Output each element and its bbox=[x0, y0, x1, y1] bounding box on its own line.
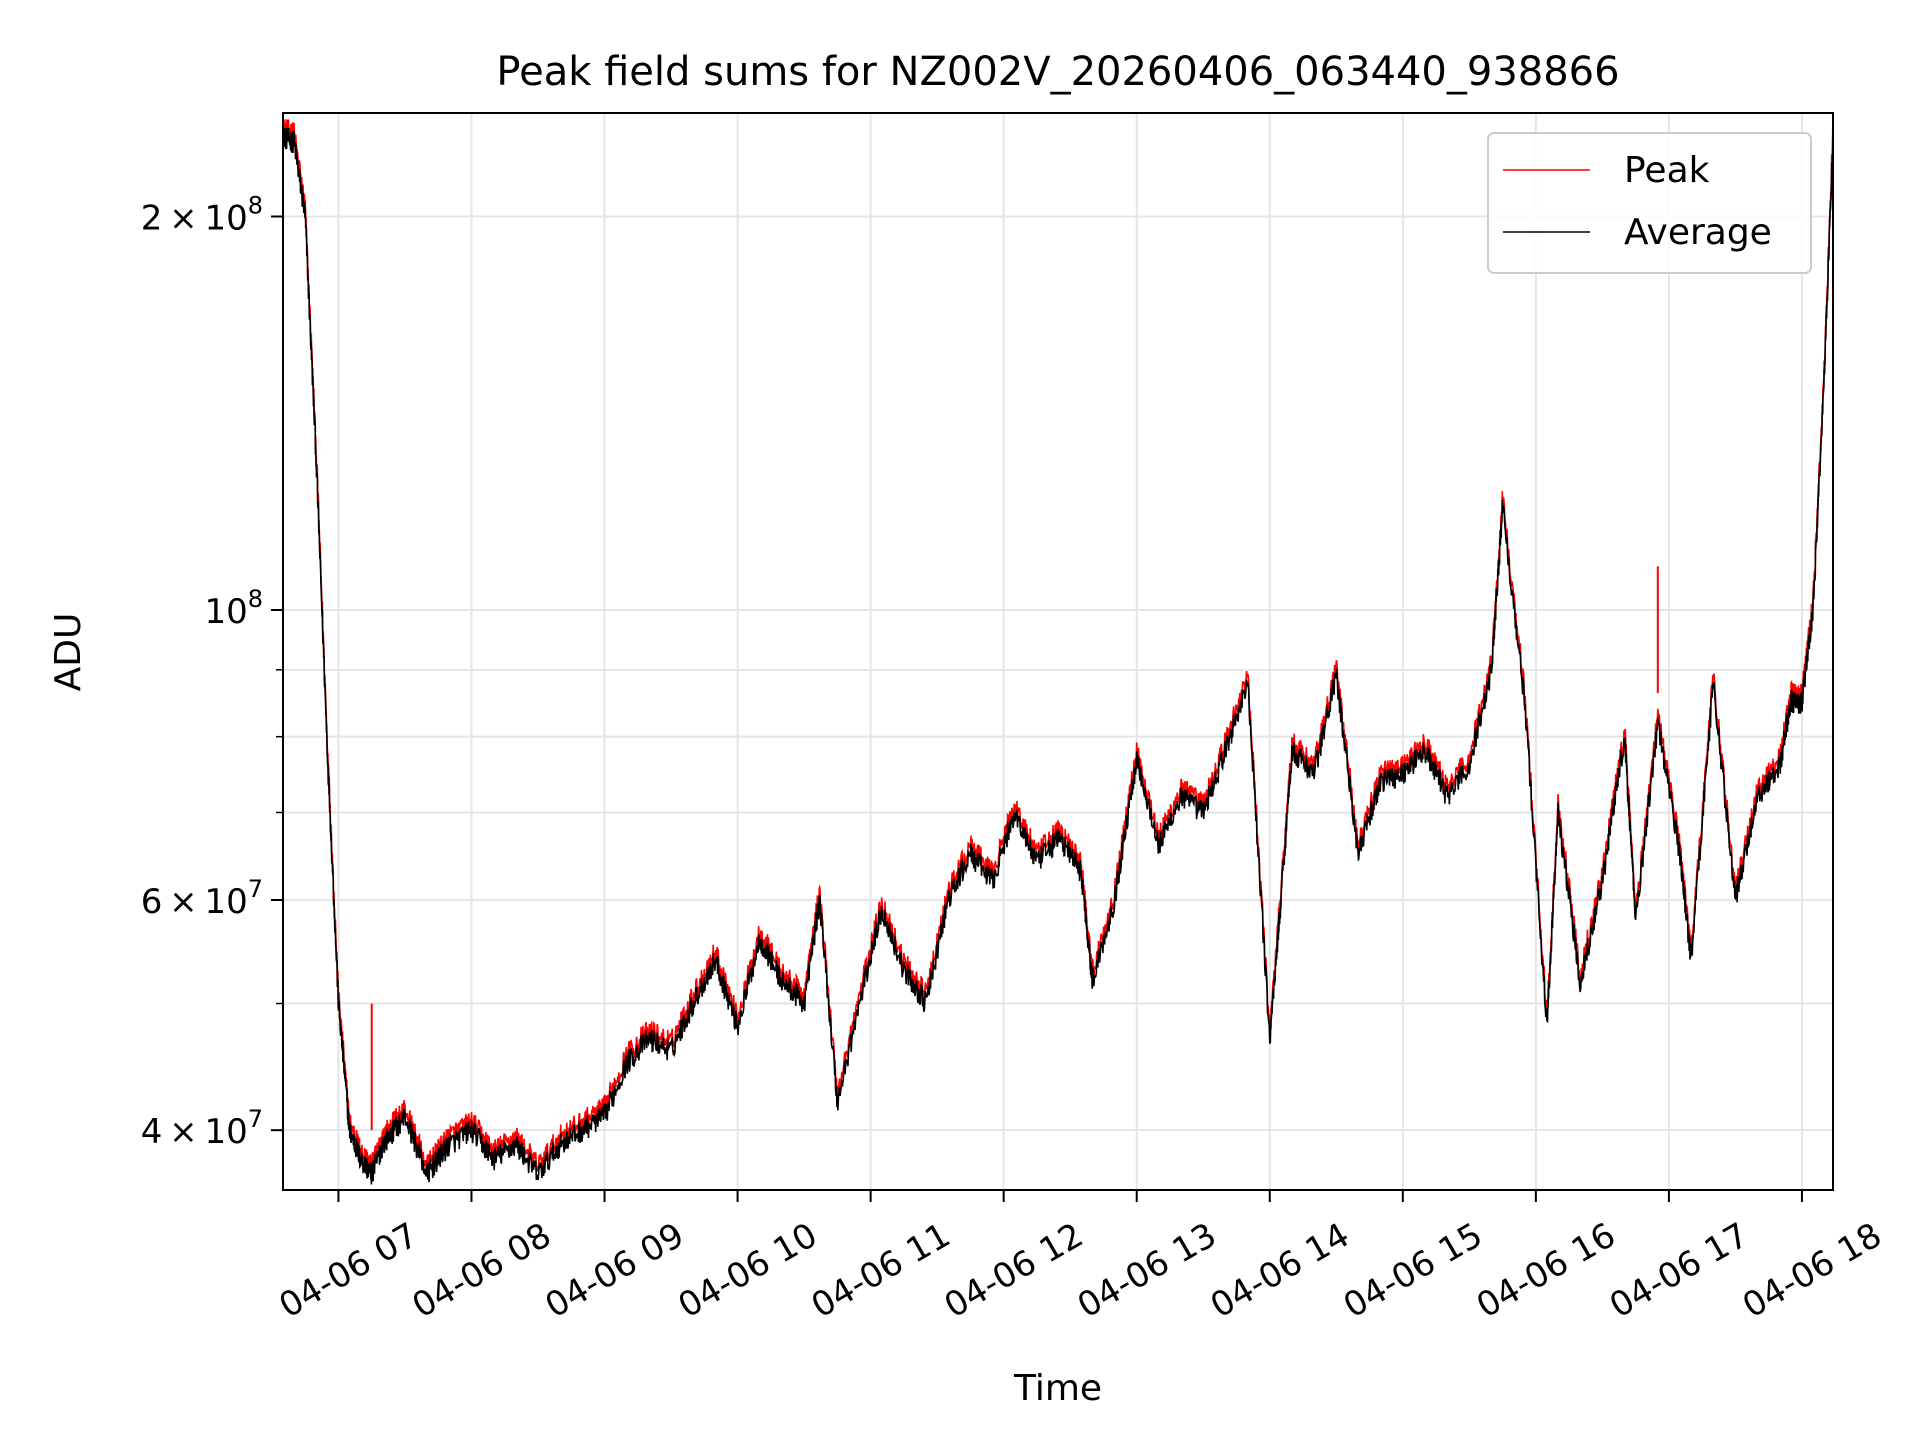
legend: Peak Average bbox=[1487, 132, 1812, 274]
legend-frame bbox=[1487, 132, 1812, 274]
legend-label-average: Average bbox=[1624, 212, 1772, 253]
plot-frame bbox=[282, 112, 1834, 1191]
legend-label-peak: Peak bbox=[1624, 150, 1710, 191]
y-tick-label: 2 × 108 bbox=[141, 192, 263, 239]
y-tick-label: 108 bbox=[204, 585, 263, 632]
y-axis-label: ADU bbox=[48, 613, 89, 692]
data-series bbox=[283, 119, 1833, 1185]
grid-lines bbox=[283, 113, 1833, 1190]
y-tick-label: 6 × 107 bbox=[141, 875, 263, 922]
y-tick-label: 4 × 107 bbox=[141, 1105, 263, 1152]
plot-background bbox=[283, 113, 1833, 1190]
chart-title: Peak field sums for NZ002V_20260406_0634… bbox=[496, 49, 1619, 95]
y-axis-ticks: 4 × 107 6 × 107 108 2 × 108 bbox=[141, 192, 283, 1152]
x-axis-label: Time bbox=[1013, 1368, 1102, 1409]
series-line-average bbox=[283, 127, 1833, 1185]
